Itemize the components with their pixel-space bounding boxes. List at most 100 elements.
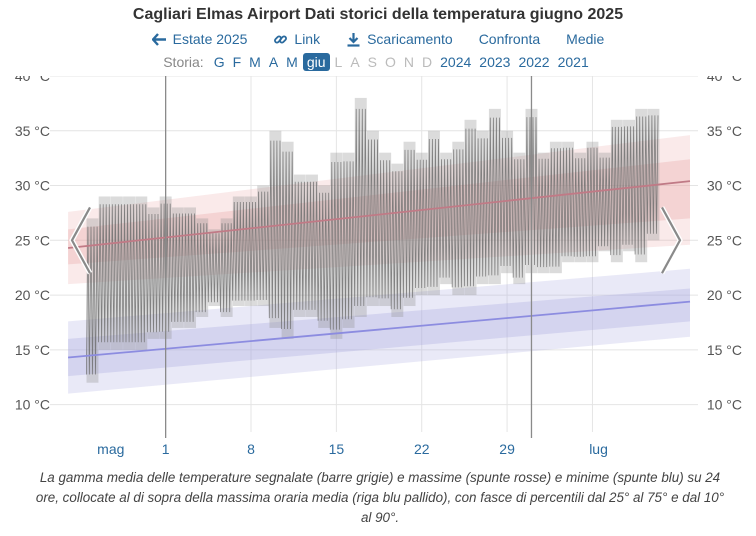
- chart-next-icon: [661, 206, 682, 274]
- daily-range-bar: [257, 185, 270, 307]
- daily-range-bar: [232, 196, 245, 307]
- history-month-5[interactable]: M: [286, 54, 298, 70]
- x-tick-label: 8: [247, 441, 255, 457]
- y-tick-label-left: 20 °C: [15, 287, 50, 303]
- y-tick-label-left: 15 °C: [15, 342, 50, 358]
- daily-range-bar: [476, 130, 489, 285]
- y-tick-label-left: 25 °C: [15, 232, 50, 248]
- daily-range-bar: [281, 141, 294, 339]
- history-month-4[interactable]: A: [268, 54, 279, 70]
- history-month-1[interactable]: G: [213, 54, 225, 70]
- compare-link[interactable]: Confronta: [479, 31, 540, 47]
- daily-range-bar: [488, 108, 501, 285]
- x-tick-label: 22: [414, 441, 430, 457]
- history-year-2023[interactable]: 2023: [479, 54, 511, 70]
- history-month-8: A: [350, 54, 360, 70]
- y-tick-label-right: 10 °C: [707, 397, 742, 413]
- daily-range-bar: [403, 141, 416, 307]
- y-tick-label-right: 20 °C: [707, 287, 742, 303]
- x-tick-label: mag: [97, 441, 124, 457]
- daily-range-bar: [501, 130, 514, 274]
- x-tick-label: lug: [589, 441, 608, 457]
- temperature-chart: 10 °C 10 °C 15 °C 15 °C 20 °C 20 °C 25 °C 25 °C…: [15, 76, 742, 457]
- y-tick-label-left: 30 °C: [15, 178, 50, 194]
- daily-range-bar: [379, 152, 392, 307]
- y-tick-label-right: 25 °C: [707, 232, 742, 248]
- y-tick-label-right: 40 °C: [707, 76, 742, 84]
- daily-range-bar: [110, 196, 123, 350]
- daily-range-bar: [135, 196, 148, 350]
- x-tick-label: 29: [499, 441, 515, 457]
- daily-range-bar: [245, 196, 257, 307]
- history-month-2[interactable]: F: [232, 54, 242, 70]
- y-tick-label-right: 35 °C: [707, 123, 742, 139]
- chart-next-button[interactable]: [659, 206, 683, 275]
- history-month-10: O: [385, 54, 396, 70]
- low-band-p25-p75: [68, 288, 690, 377]
- daily-range-bar: [354, 97, 367, 317]
- daily-range-bar: [391, 163, 404, 317]
- averages-label: Medie: [566, 31, 605, 47]
- daily-range-bar: [415, 152, 428, 296]
- compare-label: Confronta: [478, 31, 541, 47]
- daily-range-bar: [293, 174, 306, 317]
- daily-range-bar: [574, 152, 587, 263]
- x-tick-label: 1: [162, 441, 170, 457]
- daily-range-bar: [184, 207, 197, 328]
- daily-range-bar: [440, 152, 453, 285]
- y-tick-label-left: 10 °C: [15, 397, 50, 413]
- daily-range-bar: [171, 207, 184, 328]
- daily-range-bar: [269, 130, 282, 328]
- avg-low-line: [68, 300, 691, 359]
- chart-prev-button[interactable]: [69, 206, 93, 275]
- history-month-9: S: [367, 54, 377, 70]
- link-button[interactable]: Link: [273, 31, 320, 47]
- daily-range-bar: [537, 152, 550, 274]
- daily-range-bar: [549, 141, 562, 274]
- history-month-3[interactable]: M: [249, 54, 261, 70]
- y-tick-label-right: 15 °C: [707, 342, 742, 358]
- history-year-2024[interactable]: 2024: [440, 54, 472, 70]
- daily-range-bar: [86, 218, 99, 383]
- daily-range-bar: [318, 185, 331, 328]
- daily-range-bar: [306, 174, 318, 317]
- link-label: Link: [294, 31, 321, 47]
- daily-range-bar: [452, 141, 465, 296]
- download-label: Scaricamento: [367, 31, 453, 47]
- history-month-11: N: [403, 54, 415, 70]
- page-title: Cagliari Elmas Airport Dati storici dell…: [132, 6, 624, 23]
- prev-season-link[interactable]: Estate 2025: [151, 31, 248, 47]
- hourly-temperature-trace: [86, 108, 659, 375]
- daily-range-bar: [562, 141, 575, 263]
- daily-range-bar: [610, 119, 623, 263]
- x-tick-label: 15: [329, 441, 345, 457]
- avg-high-line: [68, 180, 691, 249]
- download-button[interactable]: Scaricamento: [346, 31, 453, 47]
- high-band-p25-p75: [68, 159, 690, 265]
- daily-range-bar: [513, 152, 526, 285]
- chart-prev-icon: [70, 206, 91, 274]
- daily-range-bar: [147, 207, 160, 339]
- daily-range-bar: [464, 119, 477, 296]
- y-tick-label-right: 30 °C: [707, 178, 742, 194]
- daily-range-bar: [598, 152, 611, 252]
- chart-caption: La gamma media delle temperature segnala…: [35, 470, 725, 525]
- history-year-2022[interactable]: 2022: [518, 54, 550, 70]
- daily-range-bar: [427, 130, 440, 296]
- daily-range-bar: [208, 229, 221, 307]
- history-year-2021[interactable]: 2021: [557, 54, 589, 70]
- prev-season-label: Estate 2025: [172, 31, 248, 47]
- daily-range-bar: [330, 152, 343, 339]
- y-tick-label-left: 35 °C: [15, 123, 50, 139]
- y-tick-label-left: 40 °C: [15, 76, 50, 84]
- daily-range-bar: [98, 196, 111, 350]
- low-band-p10-p90: [68, 268, 690, 394]
- daily-range-bar: [366, 130, 379, 307]
- download-icon: [347, 32, 360, 47]
- history-month-selected[interactable]: giu: [302, 53, 330, 71]
- averages-link[interactable]: Medie: [566, 31, 604, 47]
- daily-range-bar: [342, 152, 355, 328]
- arrow-left-icon: [151, 32, 166, 46]
- history-label: Storia:: [163, 54, 204, 70]
